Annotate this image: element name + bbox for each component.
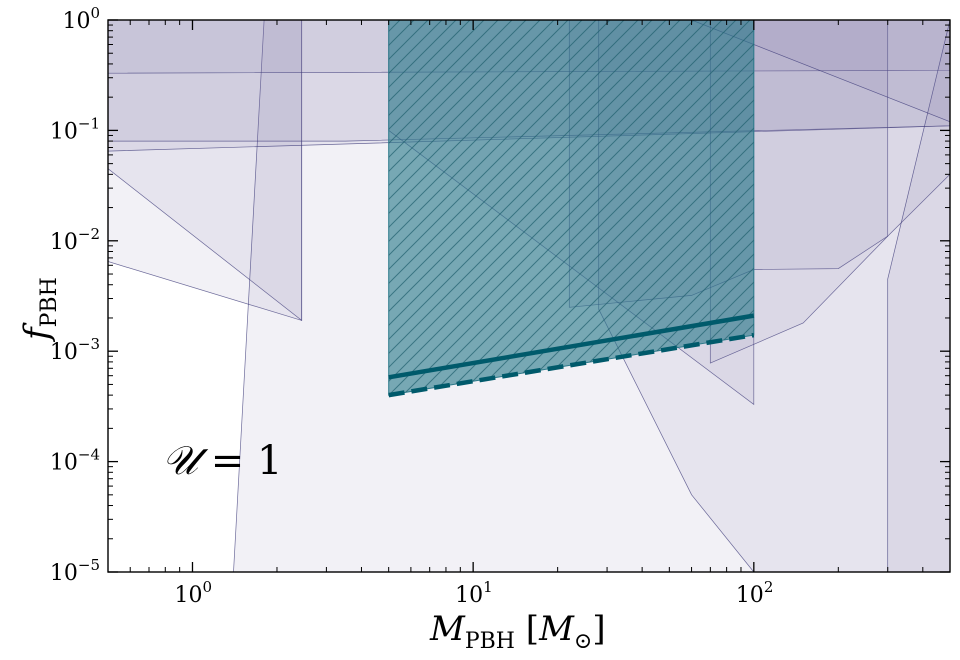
x-tick-label: 102	[736, 578, 774, 608]
constraint-region-2	[108, 20, 303, 322]
axis-ticks: 100 101 102 100 10−1 10−2 10−3 10−4 10−5	[50, 4, 950, 608]
series-line-solid	[388, 313, 755, 380]
series-group	[388, 313, 755, 398]
x-tick-label: 101	[455, 578, 493, 608]
y-tick-label: 10−2	[50, 225, 100, 255]
x-tick-label: 100	[174, 578, 212, 608]
plot-frame	[107, 19, 951, 573]
constraint-region-11	[887, 20, 950, 572]
highlight-hatch	[388, 20, 754, 396]
constraint-region-9	[709, 20, 950, 364]
series-line-dashed	[388, 332, 755, 398]
y-tick-label: 100	[62, 4, 100, 34]
y-tick-label: 10−5	[50, 556, 100, 586]
y-tick-label: 10−3	[50, 335, 100, 365]
constraint-region-12	[388, 20, 950, 123]
annotation-label: 𝒰 = 1	[162, 438, 282, 484]
y-tick-label: 10−1	[50, 114, 100, 144]
y-tick-label: 10−4	[50, 446, 100, 476]
y-axis-label: fPBH	[17, 277, 62, 343]
highlight-region-group	[388, 20, 755, 396]
x-axis-label: MPBH [M⊙]	[429, 609, 606, 654]
